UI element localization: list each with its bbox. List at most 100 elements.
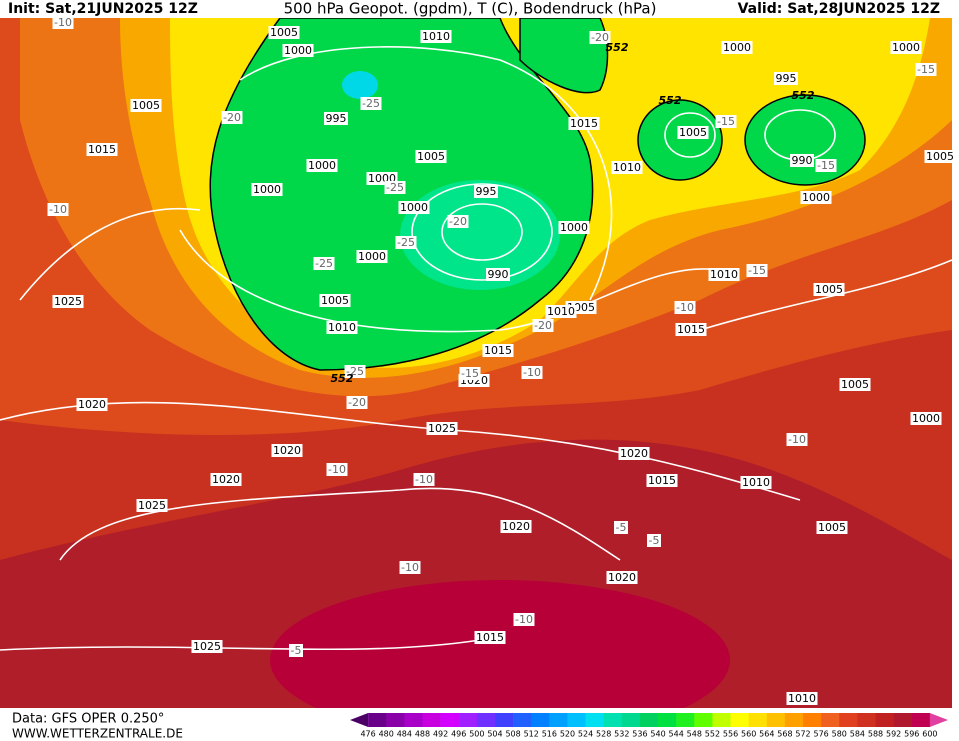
temperature-label-box xyxy=(915,63,937,76)
colorbar-cell xyxy=(531,713,550,727)
geopotential-label: 552 xyxy=(659,94,682,107)
isobar-label-box xyxy=(611,161,643,174)
temperature-label: -25 xyxy=(362,97,380,110)
colorbar-label: 528 xyxy=(596,730,611,739)
isobar-label: 1020 xyxy=(78,398,106,411)
colorbar-label: 584 xyxy=(850,730,865,739)
colorbar-cell xyxy=(712,713,731,727)
isobar-label-box xyxy=(606,571,638,584)
isobar-label-box xyxy=(52,295,84,308)
website: WWW.WETTERZENTRALE.DE xyxy=(12,727,183,741)
temperature-label: -20 xyxy=(223,111,241,124)
isobar-label-box xyxy=(568,117,600,130)
isobar-label-box xyxy=(790,154,814,167)
colorbar-label: 592 xyxy=(886,730,901,739)
isobar-label: 1020 xyxy=(212,473,240,486)
isobar-label-box xyxy=(618,447,650,460)
temperature-label-box xyxy=(447,215,469,228)
temperature-label: -20 xyxy=(534,319,552,332)
isobar-label-box xyxy=(268,26,300,39)
temperature-label-box xyxy=(52,16,74,29)
isobar-label: 990 xyxy=(792,154,813,167)
isobar xyxy=(0,639,481,651)
colorbar-cell xyxy=(658,713,677,727)
temperature-label: -15 xyxy=(817,159,835,172)
isobar-label: 1005 xyxy=(679,126,707,139)
colorbar-label: 544 xyxy=(669,730,684,739)
isobar-label: 1000 xyxy=(358,250,386,263)
colorbar-cell xyxy=(549,713,568,727)
isobar-label-box xyxy=(558,221,590,234)
isobar-label-box xyxy=(708,268,740,281)
isobar-label: 1015 xyxy=(476,631,504,644)
isobar-label: 1025 xyxy=(138,499,166,512)
isobar-label: 1000 xyxy=(560,221,588,234)
isobar-label: 1020 xyxy=(620,447,648,460)
isobar-label: 1000 xyxy=(284,44,312,57)
colorbar-label: 600 xyxy=(922,730,937,739)
isobar-label-box xyxy=(356,250,388,263)
isobar-label: 1010 xyxy=(547,305,575,318)
temperature-label: -5 xyxy=(291,644,302,657)
colorbar-label: 548 xyxy=(687,730,702,739)
valid-time: Valid: Sat,28JUN2025 12Z xyxy=(738,1,940,17)
temperature-label: -10 xyxy=(676,301,694,314)
isobar-label: 1015 xyxy=(88,143,116,156)
field-crimson xyxy=(270,580,730,740)
field-cyan-green xyxy=(400,180,560,290)
colorbar-cell xyxy=(476,713,496,727)
colorbar-cell xyxy=(911,713,931,727)
isobar-label: 990 xyxy=(488,268,509,281)
temperature-label-box xyxy=(360,97,382,110)
isobar-label: 1000 xyxy=(253,183,281,196)
isobar-label: 1000 xyxy=(802,191,830,204)
isobar-label-box xyxy=(910,412,942,425)
isobar-label: 1005 xyxy=(815,283,843,296)
temperature-label: -15 xyxy=(717,115,735,128)
temperature-label-box xyxy=(47,203,69,216)
isobar-label-box xyxy=(326,321,358,334)
colorbar-arrow xyxy=(350,713,369,727)
isobar-label: 1020 xyxy=(273,444,301,457)
colorbar-arrow xyxy=(929,713,948,727)
temperature-label-box xyxy=(221,111,243,124)
colorbar-cell xyxy=(748,713,768,727)
isobar-label: 1000 xyxy=(912,412,940,425)
isobar-label-box xyxy=(420,30,452,43)
isobar-label-box xyxy=(474,185,498,198)
isobar-label-box xyxy=(474,631,506,644)
temperature-label: -20 xyxy=(449,215,467,228)
colorbar-cell xyxy=(458,713,478,727)
isobar-label-box xyxy=(545,305,577,318)
temperature-label: -25 xyxy=(397,236,415,249)
colorbar-cell xyxy=(784,713,804,727)
isobar-label-box xyxy=(210,473,242,486)
colorbar-cell xyxy=(422,713,441,727)
isobar-label-box xyxy=(677,126,709,139)
colorbar-label: 496 xyxy=(451,730,466,739)
isobar xyxy=(664,112,716,158)
temperature-label-box xyxy=(786,433,808,446)
temperature-label-box xyxy=(399,561,421,574)
isobar-label-box xyxy=(890,41,922,54)
colorbar-cell xyxy=(621,713,641,727)
isobar-label: 1005 xyxy=(926,150,954,163)
temperature-label: -25 xyxy=(346,365,364,378)
temperature-label: -10 xyxy=(523,366,541,379)
colorbar-label: 532 xyxy=(614,730,629,739)
colorbar-cell xyxy=(639,713,659,727)
colorbar-label: 508 xyxy=(505,730,520,739)
colorbar-label: 556 xyxy=(723,730,738,739)
colorbar-cell xyxy=(821,713,840,727)
colorbar-cell xyxy=(694,713,713,727)
isobar-label-box xyxy=(740,476,772,489)
colorbar-label: 572 xyxy=(795,730,810,739)
isobar-label-box xyxy=(774,72,798,85)
colorbar-label: 492 xyxy=(433,730,448,739)
isobar-label-box xyxy=(282,44,314,57)
temperature-label-box xyxy=(459,367,481,380)
temperature-label: -10 xyxy=(415,473,433,486)
temperature-label-box xyxy=(513,613,535,626)
isobar-label: 1015 xyxy=(648,474,676,487)
